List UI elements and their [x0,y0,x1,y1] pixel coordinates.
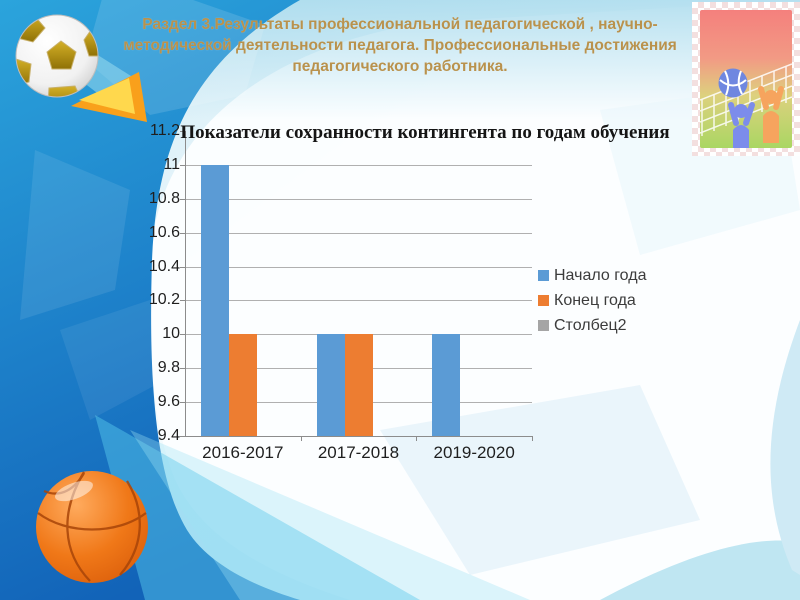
y-tick-mark [180,232,185,234]
y-tick-mark [180,266,185,268]
x-tick-mark [416,436,418,441]
legend-swatch-icon [538,270,549,281]
chart-legend: Начало года Конец года Столбец2 [538,266,646,341]
y-tick-label: 10.8 [148,189,180,207]
soccer-ball-icon [15,14,147,122]
y-tick-label: 9.6 [157,393,180,411]
y-tick-label: 10.6 [148,223,180,241]
y-tick-label: 9.8 [157,359,180,377]
legend-label: Начало года [554,267,647,284]
y-tick-mark [180,164,185,166]
volleyball-players-icon [700,10,792,148]
y-axis-line [185,131,186,436]
legend-swatch-icon [538,295,549,306]
bar-series1-cat1 [344,334,373,436]
gridline [185,300,532,302]
gridline [185,164,532,166]
legend-item: Столбец2 [538,316,646,335]
x-tick-label: 2019-2020 [433,443,515,462]
gridline [185,232,532,234]
y-tick-label: 9.4 [157,427,180,444]
gridline [185,266,532,268]
legend-label: Столбец2 [554,317,627,334]
y-tick-mark [180,300,185,302]
bar-series1-cat0 [228,334,257,436]
legend-label: Конец года [554,292,636,309]
y-tick-label: 10.2 [148,291,180,309]
basketball-icon [36,471,148,583]
x-axis-line [179,436,533,437]
slide-title: Раздел 3.Результаты профессиональной пед… [123,16,677,75]
y-tick-label: 10.4 [148,257,180,275]
x-tick-label: 2016-2017 [202,443,284,462]
x-tick-mark [300,436,302,441]
bar-chart: Показатели сохранности контингента по го… [140,120,690,485]
legend-swatch-icon [538,320,549,331]
bar-series0-cat0 [200,164,229,436]
y-tick-mark [180,368,185,370]
y-tick-mark [180,131,185,132]
legend-item: Начало года [538,266,646,285]
y-tick-mark [180,198,185,200]
y-tick-mark [180,402,185,404]
x-tick-label: 2017-2018 [317,443,400,462]
chart-title: Показатели сохранности контингента по го… [180,122,670,143]
bar-series0-cat1 [316,334,345,436]
legend-item: Конец года [538,291,646,310]
x-tick-mark [532,436,533,441]
volleyball-clipart [692,2,800,156]
gridline [185,198,532,200]
bar-series0-cat2 [432,334,461,436]
y-tick-label: 11.2 [150,122,180,139]
y-tick-label: 10 [162,325,180,343]
y-tick-label: 11 [163,155,180,173]
y-tick-mark [180,334,185,336]
